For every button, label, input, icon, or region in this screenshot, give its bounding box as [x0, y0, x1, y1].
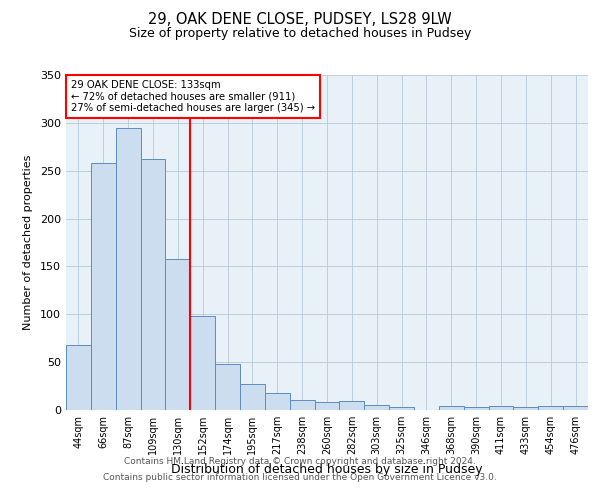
Bar — [563, 406, 588, 410]
Y-axis label: Number of detached properties: Number of detached properties — [23, 155, 33, 330]
Bar — [66, 345, 91, 410]
Bar — [140, 159, 166, 410]
Bar — [488, 406, 514, 410]
Text: Contains HM Land Registry data © Crown copyright and database right 2024.: Contains HM Land Registry data © Crown c… — [124, 458, 476, 466]
Bar — [265, 393, 290, 410]
Text: Size of property relative to detached houses in Pudsey: Size of property relative to detached ho… — [129, 28, 471, 40]
Bar — [91, 163, 116, 410]
Bar — [514, 407, 538, 410]
Bar — [290, 400, 314, 410]
Bar — [464, 407, 488, 410]
Bar — [389, 407, 414, 410]
Text: 29 OAK DENE CLOSE: 133sqm
← 72% of detached houses are smaller (911)
27% of semi: 29 OAK DENE CLOSE: 133sqm ← 72% of detac… — [71, 80, 316, 113]
Bar — [364, 405, 389, 410]
Bar — [215, 364, 240, 410]
Bar — [166, 259, 190, 410]
Text: 29, OAK DENE CLOSE, PUDSEY, LS28 9LW: 29, OAK DENE CLOSE, PUDSEY, LS28 9LW — [148, 12, 452, 28]
Bar — [538, 406, 563, 410]
Bar — [240, 384, 265, 410]
Bar — [340, 402, 364, 410]
Bar — [439, 406, 464, 410]
Text: Contains public sector information licensed under the Open Government Licence v3: Contains public sector information licen… — [103, 472, 497, 482]
Bar — [190, 316, 215, 410]
Bar — [116, 128, 140, 410]
Bar — [314, 402, 340, 410]
X-axis label: Distribution of detached houses by size in Pudsey: Distribution of detached houses by size … — [171, 462, 483, 475]
